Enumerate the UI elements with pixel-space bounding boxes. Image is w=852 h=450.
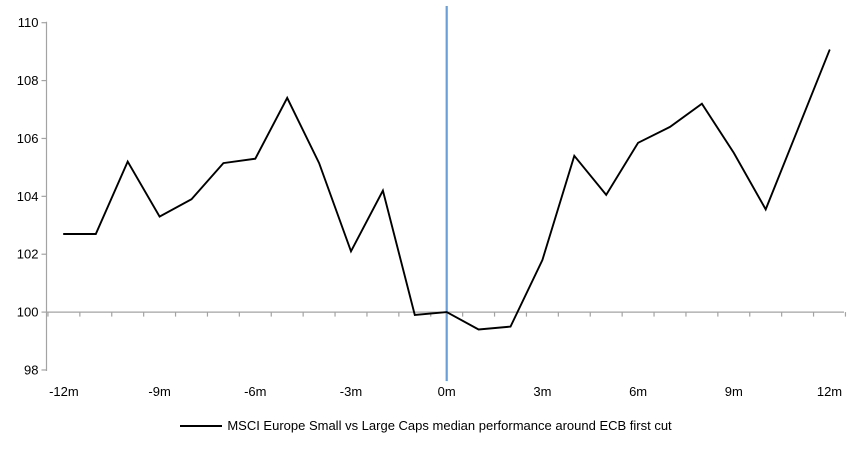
y-axis-label: 108	[17, 73, 39, 88]
x-axis-label: 6m	[629, 384, 647, 399]
series-line	[62, 49, 831, 331]
x-axis-label: -12m	[49, 384, 79, 399]
y-axis-label: 110	[18, 15, 39, 30]
x-axis-label: 0m	[438, 384, 456, 399]
x-axis-label: -6m	[244, 384, 266, 399]
chart-legend: MSCI Europe Small vs Large Caps median p…	[0, 418, 852, 433]
y-axis-label: 98	[24, 362, 38, 377]
y-axis-label: 100	[17, 305, 39, 320]
y-axis-label: 106	[17, 131, 39, 146]
y-axis-label: 102	[17, 247, 39, 262]
legend-line-icon	[180, 424, 223, 427]
legend-series-label: MSCI Europe Small vs Large Caps median p…	[227, 418, 672, 433]
x-axis-label: -3m	[340, 384, 362, 399]
x-axis-label: 9m	[725, 384, 743, 399]
chart-plot-area: 98 100 102 104 106 108 110 -12m -9m -6m -3m 0m 3m 6m 9…	[17, 6, 847, 399]
x-axis-label: -9m	[148, 384, 170, 399]
x-axis-label: 3m	[533, 384, 551, 399]
x-axis-label: 12m	[817, 384, 842, 399]
y-axis-label: 104	[17, 189, 39, 204]
